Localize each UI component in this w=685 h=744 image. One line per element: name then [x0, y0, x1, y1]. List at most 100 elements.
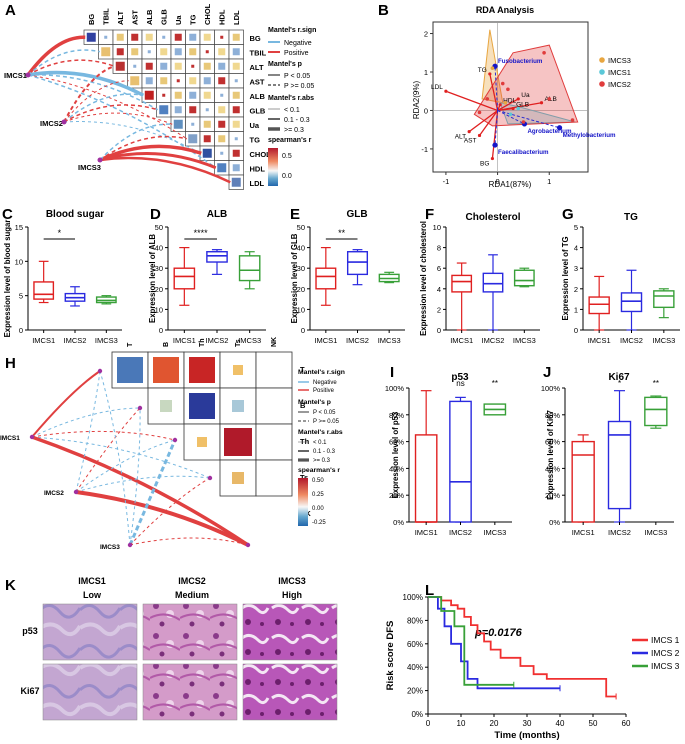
- colorbar-tick: 0.00: [312, 506, 324, 512]
- correlation-square: [234, 79, 238, 83]
- x-tick-label: IMCS2: [449, 528, 472, 537]
- correlation-square: [205, 108, 209, 112]
- correlation-square: [203, 91, 211, 99]
- x-tick-label: IMCS3: [238, 336, 261, 345]
- panel-f: F Cholesterol 0 2 4 6 8 10 Expression level of c…: [419, 206, 540, 345]
- correlation-square: [162, 35, 166, 39]
- y-tick-label: 15: [15, 223, 23, 232]
- row-label: Ki67: [20, 686, 39, 696]
- column-header: GLB: [160, 9, 169, 25]
- km-curve: [428, 596, 514, 686]
- mantel-edge: [27, 59, 115, 76]
- row-label: Ua: [250, 121, 260, 130]
- correlation-square: [131, 33, 139, 41]
- mantel-edge: [27, 74, 188, 140]
- sample-point: [508, 112, 513, 117]
- y-tick-label: 20: [155, 285, 163, 294]
- sample-point: [547, 97, 552, 101]
- km-curve: [428, 596, 617, 698]
- row-label: TG: [250, 136, 261, 145]
- matrix-cell: [255, 351, 293, 389]
- x-tick-label: 20: [490, 719, 499, 728]
- panel-letter: B: [378, 2, 389, 19]
- mantel-edge: [27, 70, 145, 97]
- species-point: [492, 142, 498, 148]
- correlation-square: [218, 48, 226, 56]
- plot-frame: [432, 21, 589, 173]
- y-tick-label: 2: [437, 305, 441, 314]
- box: [315, 267, 337, 290]
- panel-letter: F: [425, 206, 434, 223]
- chart-title: GLB: [346, 209, 367, 220]
- correlation-square: [189, 393, 215, 419]
- correlation-square: [159, 105, 169, 115]
- column-header: NK: [271, 337, 278, 347]
- panel-h: HTTBBThThTsTsNKNKIMCS1IMCS2IMCS3Mantel's…: [0, 337, 345, 551]
- y-tick-label: 20%: [389, 491, 404, 500]
- x-tick-label: IMCS1: [572, 528, 595, 537]
- correlation-square: [160, 400, 172, 412]
- correlation-square: [160, 62, 168, 70]
- sig-marker: **: [338, 228, 346, 238]
- sig-marker: ****: [194, 228, 209, 238]
- node: [137, 405, 143, 411]
- box: [607, 420, 632, 510]
- vector-tip: [467, 130, 471, 134]
- vector-tip: [498, 103, 502, 107]
- panel-d: D ALB 0 10 20 30 40 50 Expression level of ALB IM…: [148, 206, 266, 345]
- correlation-square: [218, 77, 226, 85]
- vector-label: TG: [478, 67, 487, 74]
- species-point: [556, 125, 563, 131]
- legend-text: >= 0.3: [284, 127, 304, 134]
- box: [653, 290, 675, 309]
- correlation-square: [231, 177, 241, 187]
- y-tick-label: 2: [574, 285, 578, 294]
- column-header: IMCS1: [78, 576, 106, 586]
- correlation-square: [197, 437, 207, 447]
- correlation-square: [218, 135, 226, 143]
- node: [207, 475, 213, 481]
- x-tick-label: IMCS2: [346, 336, 369, 345]
- mantel-edge: [63, 65, 115, 123]
- correlation-square: [232, 149, 240, 157]
- vector-label: AST: [464, 137, 477, 144]
- correlation-square: [160, 48, 168, 56]
- column-header: HDL: [218, 9, 227, 25]
- y-tick-label: 0%: [549, 518, 560, 527]
- axis-label: Expression level of cholesterol: [419, 221, 428, 336]
- legend-text: IMCS1: [608, 68, 631, 77]
- tick-label: -1: [421, 145, 428, 154]
- correlation-square: [203, 62, 211, 70]
- column-header: AST: [131, 10, 140, 25]
- legend-text: IMCS2: [608, 80, 631, 89]
- mantel-edge: [99, 123, 173, 161]
- x-tick-label: 0: [426, 719, 431, 728]
- legend-text: >= 0.3: [313, 458, 331, 464]
- y-tick-label: 1: [574, 305, 578, 314]
- sample-point: [500, 81, 505, 86]
- group-node: [97, 157, 103, 163]
- box: [414, 434, 438, 523]
- x-tick-label: IMCS2: [64, 336, 87, 345]
- x-tick-label: IMCS1: [173, 336, 196, 345]
- vector-tip: [539, 101, 544, 105]
- y-tick-label: 5: [19, 292, 23, 301]
- colorbar: [268, 148, 278, 186]
- x-tick-label: IMCS2: [608, 528, 631, 537]
- legend-title: Mantel's p: [298, 399, 331, 406]
- x-tick-label: IMCS2: [482, 336, 505, 345]
- box: [451, 274, 473, 293]
- legend-text: P >= 0.05: [284, 83, 314, 90]
- y-tick-label: 8: [437, 244, 441, 253]
- sample-point: [477, 110, 482, 115]
- axis-label: Risk score DFS: [385, 621, 396, 691]
- column-header: Th: [199, 338, 206, 347]
- colorbar-tick: 0.5: [282, 153, 292, 160]
- y-tick-label: 6: [437, 264, 441, 273]
- vector-tip: [477, 133, 482, 138]
- panel-letter: H: [5, 355, 16, 372]
- sig-marker: *: [58, 228, 62, 238]
